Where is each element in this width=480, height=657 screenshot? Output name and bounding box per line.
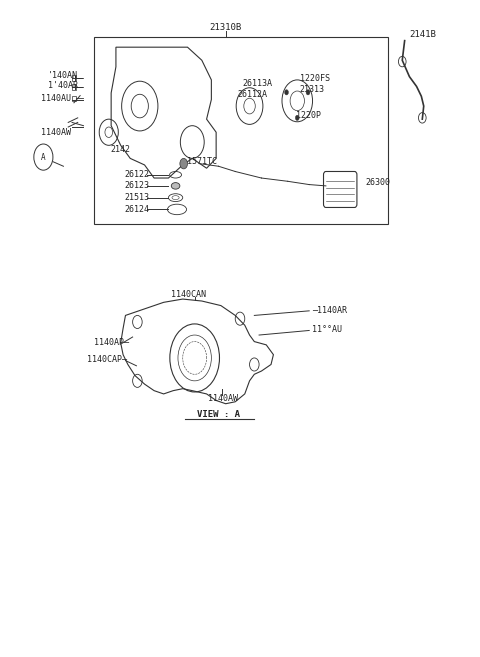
Text: 21513: 21513 (124, 193, 149, 202)
Text: 26124: 26124 (124, 205, 149, 214)
Text: 26300: 26300 (365, 178, 390, 187)
Text: A: A (41, 152, 46, 162)
Text: 1140AW: 1140AW (207, 394, 238, 403)
Text: 1140AW: 1140AW (41, 127, 71, 137)
Text: 1220FS: 1220FS (300, 74, 330, 83)
Bar (72, 96, 76, 101)
Text: 1140CAN: 1140CAN (171, 290, 206, 299)
Text: 1220P: 1220P (296, 112, 321, 120)
Text: '140AN: '140AN (48, 71, 78, 79)
Text: 26122: 26122 (124, 170, 149, 179)
Text: 1571TC: 1571TC (187, 156, 216, 166)
Circle shape (306, 90, 310, 95)
Bar (95, 37, 388, 224)
Text: 21310B: 21310B (210, 23, 242, 32)
Bar (72, 76, 76, 81)
Text: 1140AU: 1140AU (41, 94, 71, 102)
Text: 11°°AU: 11°°AU (312, 325, 342, 334)
Text: 1140CAP─: 1140CAP─ (87, 355, 127, 365)
Circle shape (295, 115, 299, 120)
Ellipse shape (171, 183, 180, 189)
Circle shape (180, 158, 188, 169)
Circle shape (285, 90, 288, 95)
Text: 26123: 26123 (124, 181, 149, 191)
Text: 1140AP─: 1140AP─ (95, 338, 130, 348)
Text: VIEW : A: VIEW : A (197, 411, 240, 419)
Text: 2142: 2142 (110, 145, 130, 154)
Text: 26113A: 26113A (242, 79, 272, 87)
Text: 2141B: 2141B (409, 30, 436, 39)
Text: 26112A: 26112A (238, 91, 268, 99)
Bar (72, 85, 76, 90)
Text: 1'40AR: 1'40AR (48, 81, 78, 89)
Text: 21313: 21313 (300, 85, 324, 93)
Text: ─1140AR: ─1140AR (312, 306, 347, 315)
